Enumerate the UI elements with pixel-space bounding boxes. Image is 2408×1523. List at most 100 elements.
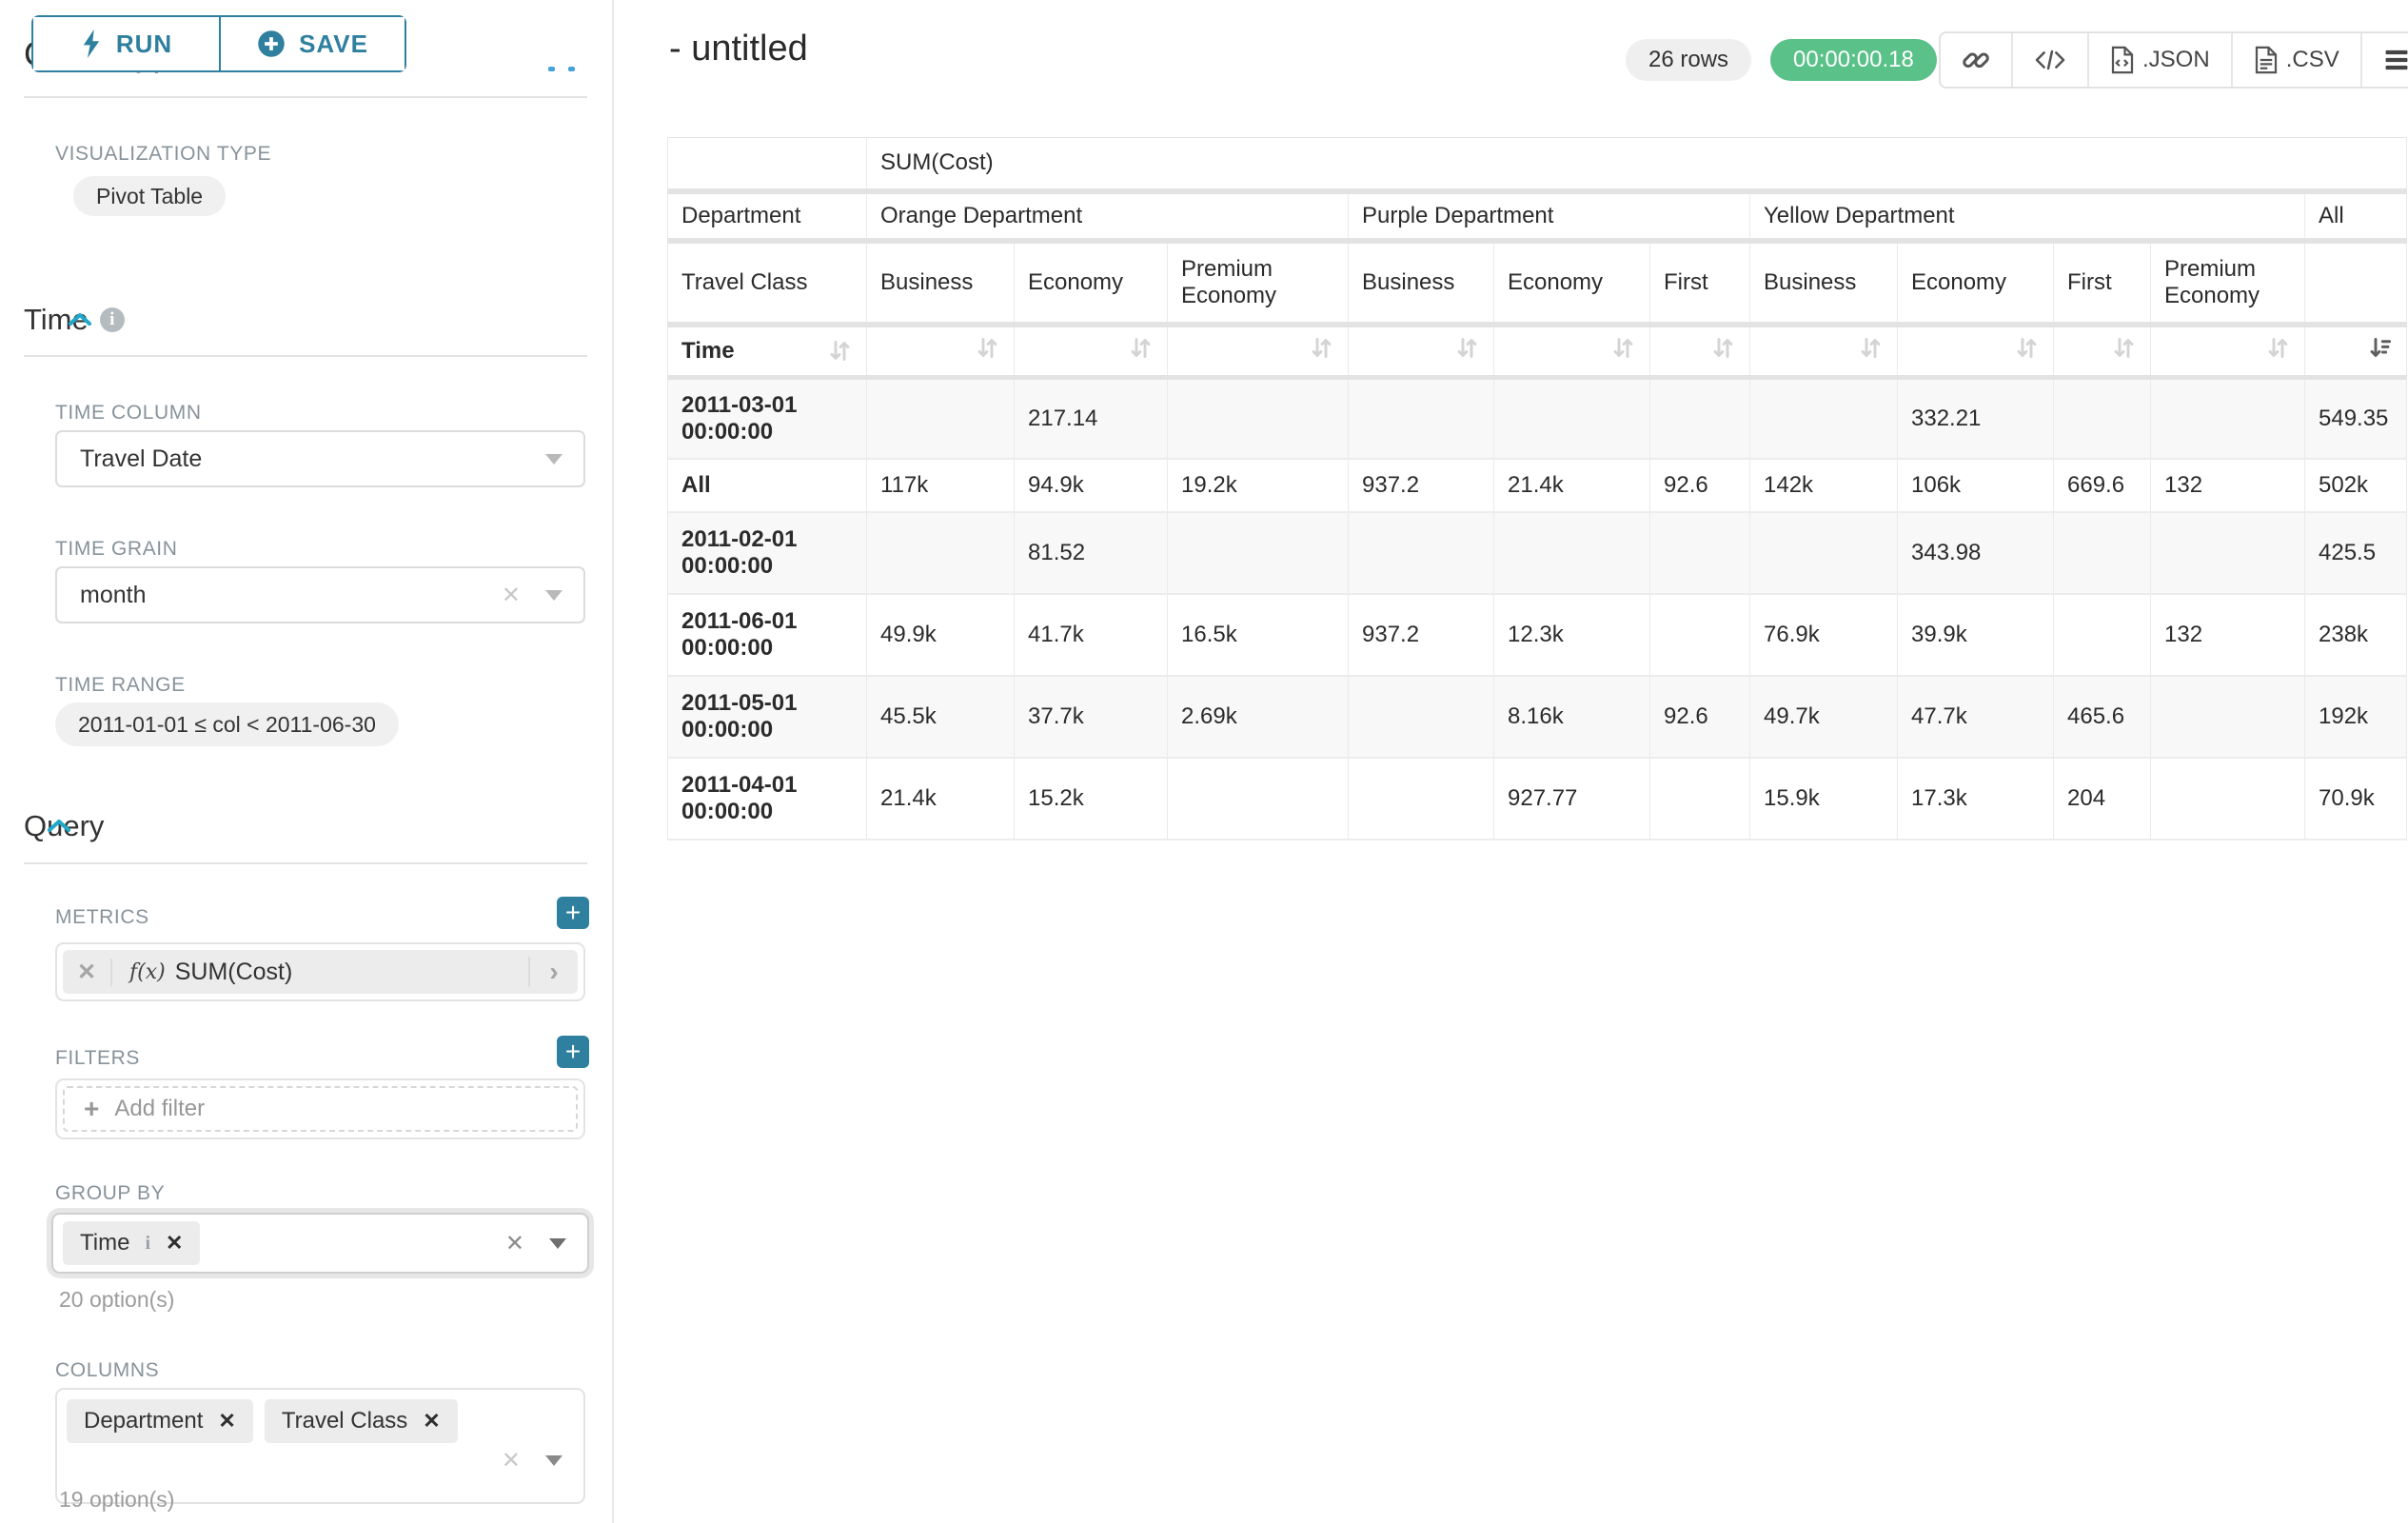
pivot-row: 2011-06-01 00:00:0049.9k41.7k16.5k937.21… [668, 594, 2407, 676]
column-sort-header[interactable] [2054, 325, 2151, 378]
pivot-row: 2011-02-01 00:00:0081.52343.98425.5 [668, 512, 2407, 594]
export-json-button[interactable]: .JSON [2087, 33, 2231, 87]
value-cell [2151, 758, 2305, 840]
value-cell: 217.14 [1015, 377, 1168, 459]
value-cell: 106k [1898, 459, 2054, 512]
remove-tag-icon[interactable]: ✕ [166, 1231, 183, 1256]
panel-dots [548, 67, 575, 71]
travel-class-header: Premium Economy [2151, 241, 2305, 325]
value-cell: 204 [2054, 758, 2151, 840]
time-grain-label: TIME GRAIN [55, 538, 178, 561]
value-cell: 502k [2305, 459, 2407, 512]
time-sort-header[interactable]: Time [668, 325, 867, 378]
add-filter-dropzone[interactable]: + Add filter [63, 1086, 578, 1132]
value-cell [2151, 377, 2305, 459]
pivot-row: 2011-03-01 00:00:00217.14332.21549.35 [668, 377, 2407, 459]
explore-page: Chart Type RUN SAVE VISUALIZATION TYPE P… [0, 0, 2408, 1523]
travel-class-header: First [1650, 241, 1750, 325]
caret-down-icon[interactable] [545, 590, 563, 601]
travel-class-axis-label: Travel Class [668, 241, 867, 325]
metric-pill[interactable]: ✕ f(x) SUM(Cost) › [63, 950, 578, 994]
sort-icon [2111, 335, 2137, 361]
value-cell: 132 [2151, 594, 2305, 676]
value-cell: 2.69k [1168, 676, 1349, 758]
run-button[interactable]: RUN [33, 17, 219, 70]
value-cell: 81.52 [1015, 512, 1168, 594]
value-cell: 117k [867, 459, 1015, 512]
view-query-button[interactable] [2011, 33, 2087, 87]
value-cell: 41.7k [1015, 594, 1168, 676]
remove-metric-icon[interactable]: ✕ [63, 959, 112, 986]
value-cell: 21.4k [1494, 459, 1650, 512]
time-grain-select[interactable]: month ✕ [55, 566, 585, 623]
copy-link-button[interactable] [1941, 33, 2011, 87]
add-metric-button[interactable]: + [557, 897, 589, 929]
column-sort-header[interactable] [867, 325, 1015, 378]
data-panel: Chart Type RUN SAVE VISUALIZATION TYPE P… [0, 0, 614, 1523]
metrics-label: METRICS [55, 906, 149, 929]
corner-cell [668, 138, 867, 191]
add-filter-button[interactable]: + [557, 1036, 589, 1068]
export-csv-button[interactable]: .CSV [2231, 33, 2360, 87]
save-button[interactable]: SAVE [219, 17, 405, 70]
travel-class-header: Economy [1015, 241, 1168, 325]
menu-button[interactable] [2360, 33, 2408, 87]
value-cell: 92.6 [1650, 676, 1750, 758]
sort-icon [827, 338, 853, 364]
visualization-type-pill[interactable]: Pivot Table [73, 176, 226, 216]
department-group-header: Orange Department [867, 191, 1349, 241]
travel-class-header: Premium Economy [1168, 241, 1349, 325]
divider [24, 862, 587, 864]
metric-name: SUM(Cost) [175, 959, 528, 986]
chart-title[interactable]: - untitled [669, 29, 808, 69]
column-sort-header[interactable] [2151, 325, 2305, 378]
value-cell: 49.9k [867, 594, 1015, 676]
column-sort-header[interactable] [1494, 325, 1650, 378]
plus-icon: + [84, 1094, 99, 1124]
column-sort-header[interactable] [1015, 325, 1168, 378]
value-cell [1650, 377, 1750, 459]
clear-icon[interactable]: ✕ [505, 1230, 524, 1257]
time-column-select[interactable]: Travel Date [55, 430, 585, 487]
selected-value-tag[interactable]: Travel Class✕ [265, 1399, 458, 1443]
value-cell: 132 [2151, 459, 2305, 512]
column-sort-header[interactable] [1898, 325, 2054, 378]
chevron-up-icon[interactable] [45, 809, 73, 843]
value-cell [1494, 512, 1650, 594]
value-cell: 549.35 [2305, 377, 2407, 459]
column-sort-header[interactable] [2305, 325, 2407, 378]
selected-value-tag[interactable]: Department✕ [67, 1399, 253, 1443]
value-cell: 343.98 [1898, 512, 2054, 594]
time-range-pill[interactable]: 2011-01-01 ≤ col < 2011-06-30 [55, 702, 399, 746]
value-cell [1349, 676, 1494, 758]
value-cell [1349, 377, 1494, 459]
column-sort-header[interactable] [1650, 325, 1750, 378]
chevron-right-icon[interactable]: › [528, 957, 578, 987]
remove-tag-icon[interactable]: ✕ [218, 1409, 235, 1434]
group-by-select[interactable]: Timei✕ ✕ [51, 1213, 589, 1274]
column-sort-header[interactable] [1349, 325, 1494, 378]
link-icon [1962, 46, 1990, 74]
caret-down-icon[interactable] [549, 1238, 566, 1249]
clear-icon[interactable]: ✕ [502, 1447, 521, 1474]
chevron-up-icon[interactable] [66, 303, 94, 337]
clear-icon[interactable]: ✕ [502, 582, 521, 609]
column-sort-header[interactable] [1168, 325, 1349, 378]
remove-tag-icon[interactable]: ✕ [423, 1409, 440, 1434]
caret-down-icon[interactable] [545, 1455, 563, 1466]
query-section-header[interactable]: Query [24, 809, 104, 843]
sort-icon [975, 335, 1000, 361]
caret-down-icon[interactable] [545, 454, 563, 465]
chart-area: - untitled 26 rows 00:00:00.18 [616, 0, 2408, 1523]
value-cell: 238k [2305, 594, 2407, 676]
column-sort-header[interactable] [1750, 325, 1898, 378]
value-cell: 927.77 [1494, 758, 1650, 840]
value-cell [1650, 758, 1750, 840]
value-cell: 15.2k [1015, 758, 1168, 840]
time-section-header[interactable]: Time i [24, 303, 125, 337]
value-cell [1349, 512, 1494, 594]
row-label-cell: All [668, 459, 867, 512]
value-cell [2151, 676, 2305, 758]
selected-value-tag[interactable]: Timei✕ [63, 1221, 200, 1265]
value-cell [1650, 512, 1750, 594]
